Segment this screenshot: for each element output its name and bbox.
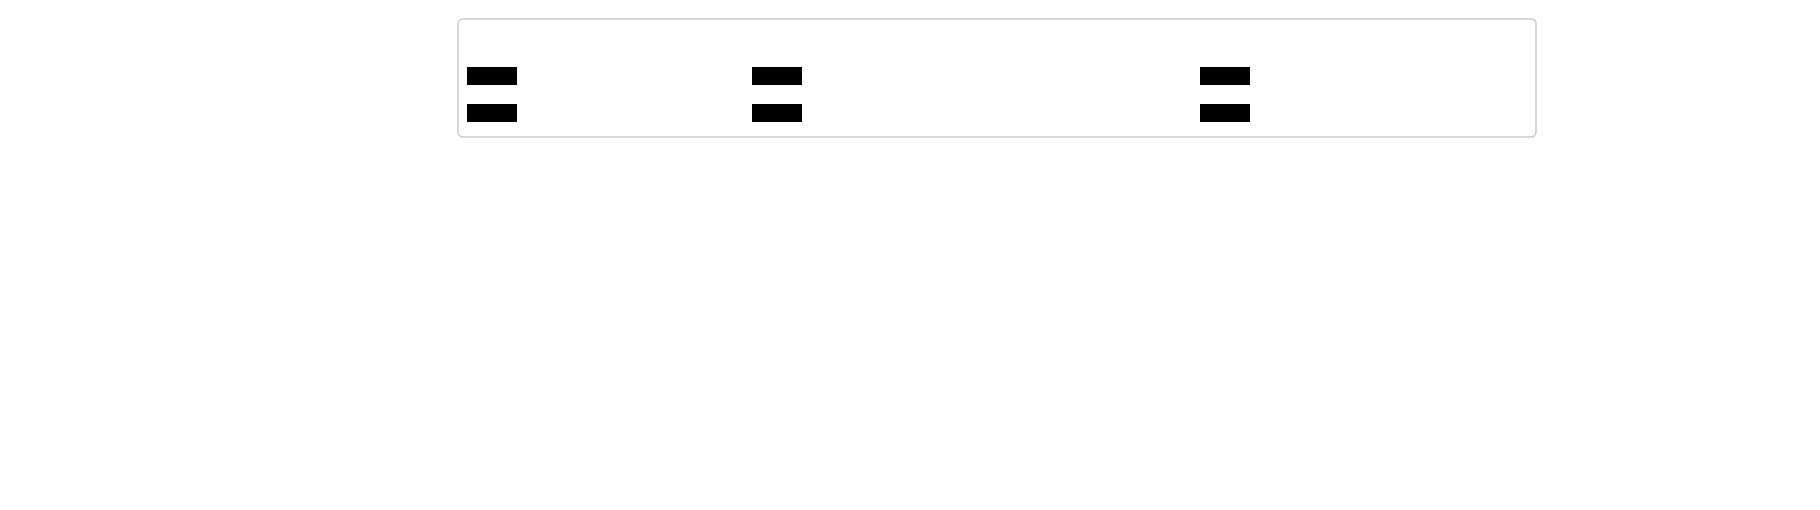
legend-swatch-gt-shared xyxy=(467,67,517,85)
legend-swatch-gt-cpu xyxy=(467,104,517,122)
legend-swatch-comb-shared xyxy=(752,67,802,85)
legend-frame xyxy=(457,18,1537,138)
legend-swatch-scaphandre xyxy=(1200,104,1250,122)
legend-swatch-pure xyxy=(1200,67,1250,85)
legend xyxy=(457,18,1537,138)
legend-swatch-comb-cpu xyxy=(752,104,802,122)
